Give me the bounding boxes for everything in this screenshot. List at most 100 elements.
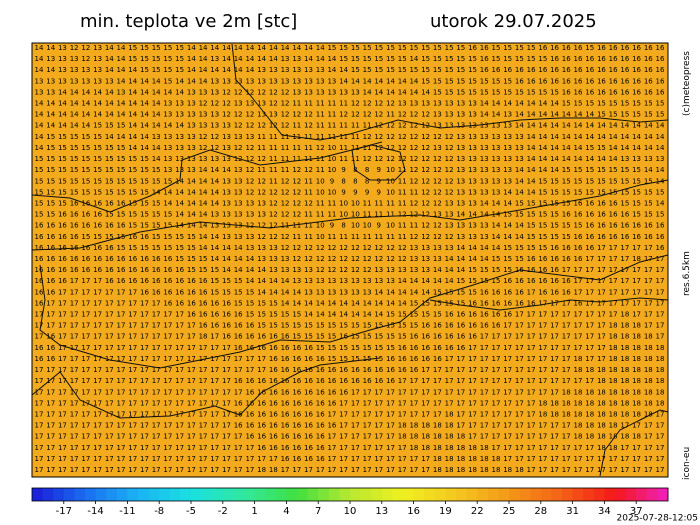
grid-value: 14 (81, 122, 90, 130)
grid-value: 17 (515, 377, 524, 385)
grid-value: 17 (527, 466, 536, 474)
grid-value: 16 (117, 222, 126, 230)
grid-value: 17 (210, 399, 219, 407)
grid-value: 17 (152, 388, 161, 396)
grid-value: 16 (257, 333, 266, 341)
grid-value: 14 (480, 199, 489, 207)
grid-value: 16 (620, 55, 629, 63)
grid-value: 14 (269, 55, 278, 63)
grid-value: 18 (632, 377, 641, 385)
grid-value: 16 (386, 377, 395, 385)
grid-value: 12 (281, 122, 290, 130)
grid-value: 14 (175, 77, 184, 85)
grid-value: 16 (597, 77, 606, 85)
grid-value: 10 (316, 222, 325, 230)
grid-value: 14 (93, 111, 102, 119)
grid-value: 17 (117, 399, 126, 407)
grid-value: 12 (316, 244, 325, 252)
grid-value: 15 (281, 322, 290, 330)
colorbar-segment (106, 488, 118, 501)
grid-value: 17 (503, 444, 512, 452)
grid-value: 17 (304, 466, 313, 474)
grid-value: 17 (527, 311, 536, 319)
grid-value: 14 (93, 88, 102, 96)
grid-value: 17 (93, 466, 102, 474)
grid-value: 17 (81, 322, 90, 330)
grid-value: 14 (503, 100, 512, 108)
grid-value: 13 (70, 55, 79, 63)
grid-value: 17 (187, 366, 196, 374)
grid-value: 15 (656, 211, 665, 219)
grid-value: 12 (433, 133, 442, 141)
colorbar-segment (604, 488, 616, 501)
grid-value: 17 (339, 422, 348, 430)
grid-value: 15 (292, 322, 301, 330)
colorbar-tick-label: 7 (315, 506, 321, 517)
grid-value: 16 (163, 299, 172, 307)
grid-value: 15 (620, 166, 629, 174)
grid-value: 13 (398, 266, 407, 274)
grid-value: 11 (327, 211, 336, 219)
grid-value: 17 (105, 422, 114, 430)
grid-value: 15 (257, 322, 266, 330)
grid-value: 15 (480, 77, 489, 85)
grid-value: 17 (35, 410, 44, 418)
grid-value: 13 (468, 133, 477, 141)
grid-value: 15 (81, 188, 90, 196)
grid-value: 17 (550, 344, 559, 352)
grid-value: 13 (468, 155, 477, 163)
grid-value: 13 (409, 266, 418, 274)
grid-value: 17 (644, 299, 653, 307)
grid-value: 15 (409, 311, 418, 319)
grid-value: 17 (210, 344, 219, 352)
colorbar-segment (138, 488, 150, 501)
grid-value: 17 (492, 377, 501, 385)
grid-value: 14 (656, 144, 665, 152)
grid-value: 12 (327, 255, 336, 263)
grid-value: 14 (433, 277, 442, 285)
colorbar-segment (424, 488, 436, 501)
grid-value: 15 (538, 188, 547, 196)
grid-value: 15 (597, 144, 606, 152)
grid-value: 16 (281, 377, 290, 385)
grid-value: 17 (128, 311, 137, 319)
grid-value: 12 (245, 144, 254, 152)
grid-value: 14 (175, 122, 184, 130)
grid-value: 12 (421, 233, 430, 241)
grid-value: 15 (222, 288, 231, 296)
grid-value: 16 (515, 299, 524, 307)
grid-value: 15 (304, 333, 313, 341)
grid-value: 17 (550, 322, 559, 330)
grid-value: 17 (163, 311, 172, 319)
grid-value: 13 (515, 133, 524, 141)
grid-value: 16 (35, 355, 44, 363)
grid-value: 14 (105, 133, 114, 141)
grid-value: 16 (210, 322, 219, 330)
grid-value: 18 (492, 455, 501, 463)
grid-value: 17 (550, 444, 559, 452)
grid-value: 14 (492, 222, 501, 230)
grid-value: 17 (456, 366, 465, 374)
grid-value: 14 (433, 266, 442, 274)
grid-value: 14 (245, 255, 254, 263)
grid-value: 11 (292, 222, 301, 230)
grid-value: 17 (620, 244, 629, 252)
grid-value: 14 (58, 111, 67, 119)
grid-value: 12 (304, 199, 313, 207)
grid-value: 13 (292, 77, 301, 85)
grid-value: 17 (327, 433, 336, 441)
grid-value: 15 (152, 55, 161, 63)
grid-value: 15 (327, 44, 336, 52)
grid-value: 12 (398, 111, 407, 119)
grid-value: 14 (585, 155, 594, 163)
grid-value: 14 (245, 55, 254, 63)
grid-value: 15 (70, 155, 79, 163)
grid-value: 17 (409, 377, 418, 385)
grid-value: 13 (433, 122, 442, 130)
grid-value: 12 (199, 100, 208, 108)
grid-value: 14 (527, 122, 536, 130)
grid-value: 15 (386, 44, 395, 52)
grid-value: 15 (609, 177, 618, 185)
grid-value: 17 (199, 366, 208, 374)
grid-value: 12 (222, 100, 231, 108)
